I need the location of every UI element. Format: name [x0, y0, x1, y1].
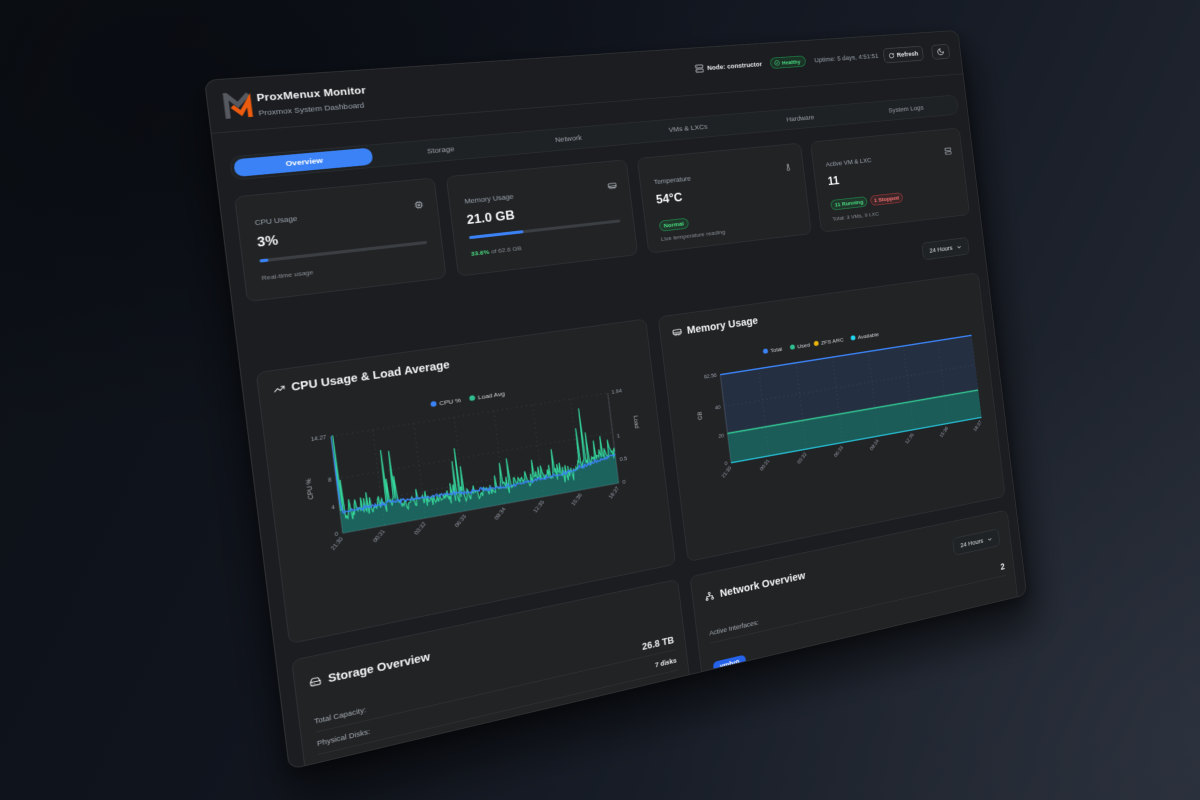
- svg-text:00:31: 00:31: [759, 458, 771, 472]
- svg-text:GB: GB: [696, 411, 704, 421]
- svg-text:18:37: 18:37: [608, 486, 621, 500]
- svg-text:0.5: 0.5: [619, 456, 627, 463]
- svg-text:12:35: 12:35: [904, 432, 915, 445]
- svg-text:1: 1: [617, 433, 621, 439]
- svg-text:Used: Used: [797, 342, 810, 350]
- svg-text:00:31: 00:31: [372, 528, 387, 543]
- svg-text:06:33: 06:33: [833, 445, 845, 459]
- svg-text:15:36: 15:36: [939, 426, 950, 439]
- svg-text:1.94: 1.94: [611, 389, 622, 396]
- svg-text:0: 0: [622, 480, 626, 486]
- svg-text:03:32: 03:32: [413, 521, 428, 536]
- svg-text:03:32: 03:32: [796, 451, 808, 465]
- svg-text:20: 20: [718, 433, 725, 440]
- svg-text:21:30: 21:30: [330, 536, 345, 552]
- svg-text:09:34: 09:34: [869, 438, 880, 451]
- svg-text:40: 40: [715, 405, 722, 412]
- svg-text:4: 4: [331, 504, 336, 511]
- svg-text:0: 0: [335, 531, 340, 538]
- svg-text:14.27: 14.27: [311, 435, 328, 444]
- svg-text:Load Avg: Load Avg: [478, 390, 506, 401]
- svg-text:62.56: 62.56: [704, 373, 718, 381]
- svg-text:CPU %: CPU %: [439, 397, 462, 407]
- svg-text:ZFS ARC: ZFS ARC: [821, 337, 844, 347]
- svg-text:21:30: 21:30: [721, 465, 733, 479]
- svg-text:12:35: 12:35: [532, 499, 546, 514]
- svg-text:15:36: 15:36: [570, 492, 584, 507]
- svg-text:09:34: 09:34: [493, 506, 507, 521]
- svg-text:8: 8: [328, 477, 333, 484]
- svg-text:Available: Available: [857, 331, 879, 340]
- svg-text:0: 0: [724, 461, 728, 467]
- svg-text:Total: Total: [770, 346, 783, 354]
- svg-text:CPU %: CPU %: [305, 477, 316, 500]
- svg-text:Load: Load: [632, 415, 640, 429]
- svg-text:06:33: 06:33: [454, 513, 468, 528]
- svg-text:18:37: 18:37: [973, 419, 984, 432]
